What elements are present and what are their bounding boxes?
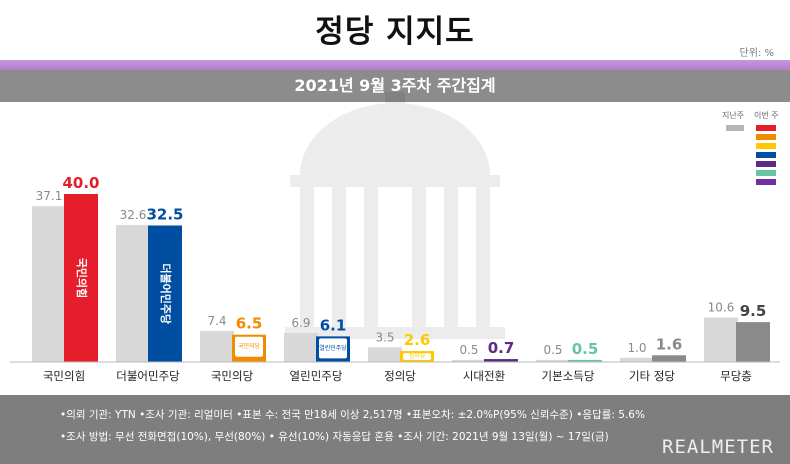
data-label-current: 0.5 (572, 340, 599, 358)
bar-current (64, 194, 98, 362)
data-label-previous: 37.1 (36, 189, 63, 203)
header-accent-band (0, 60, 790, 70)
data-label-previous: 0.5 (459, 343, 478, 357)
data-label-current: 32.5 (146, 206, 183, 224)
legend-swatch (756, 143, 776, 149)
bar-previous (284, 333, 318, 362)
legend-swatch (756, 152, 776, 158)
party-logo-badge (403, 353, 431, 360)
bar-previous (116, 225, 150, 362)
brand-logo: REALMETER (662, 436, 774, 458)
data-label-previous: 7.4 (207, 314, 226, 328)
category-label: 정의당 (384, 369, 416, 383)
bar-current (652, 355, 686, 362)
chart-subtitle: 2021년 9월 3주차 주간집계 (0, 70, 790, 102)
bar-previous (536, 359, 570, 362)
legend-swatch (756, 134, 776, 140)
legend-prev-swatch (726, 125, 744, 131)
legend-swatch (756, 125, 776, 131)
data-label-previous: 3.5 (375, 330, 394, 344)
data-label-current: 40.0 (62, 174, 99, 192)
data-label-current: 6.5 (236, 315, 263, 333)
bar-previous (704, 317, 738, 362)
category-label: 국민의당 (211, 369, 254, 383)
bar-current (484, 359, 518, 362)
legend-swatch (756, 179, 776, 185)
data-label-previous: 1.0 (627, 341, 646, 355)
data-label-current: 6.1 (320, 316, 347, 334)
bar-current (568, 359, 602, 362)
bar-previous (452, 359, 486, 362)
category-label: 기타 정당 (629, 369, 675, 383)
data-label-previous: 0.5 (543, 343, 562, 357)
chart-title: 정당 지지도 (315, 14, 475, 50)
party-logo-badge (235, 336, 263, 357)
footer-notes: •의뢰 기관: YTN •조사 기관: 리얼미터 •표본 수: 전국 만18세 … (0, 395, 790, 464)
bar-previous (620, 357, 654, 362)
bar-previous (368, 347, 402, 362)
party-logo-text: 더불어민주당 (159, 263, 173, 324)
category-label: 무당층 (720, 369, 752, 383)
data-label-current: 0.7 (488, 339, 515, 357)
legend-swatch (756, 161, 776, 167)
party-logo-badge (319, 338, 347, 359)
bar-previous (200, 330, 234, 362)
legend-prev-label: 지난주 (722, 111, 745, 120)
legend-swatch (756, 170, 776, 176)
bar-current (148, 225, 182, 362)
data-label-current: 2.6 (404, 331, 431, 349)
data-label-current: 1.6 (656, 335, 683, 353)
category-label: 더불어민주당 (116, 369, 180, 383)
assembly-watermark-icon (285, 92, 505, 339)
legend-curr-label: 이번 주 (754, 111, 779, 120)
unit-label: 단위: % (739, 48, 774, 59)
party-logo-text: 열린민주당 (319, 344, 347, 352)
data-label-previous: 6.9 (291, 316, 310, 330)
data-label-previous: 10.6 (708, 300, 735, 314)
category-label: 국민의힘 (43, 369, 85, 383)
bar-current (736, 322, 770, 362)
party-logo-text: 국민의당 (238, 342, 261, 350)
category-label: 시대전환 (463, 369, 506, 383)
party-logo-text: 정의당 (409, 352, 426, 360)
data-label-previous: 32.6 (120, 208, 147, 222)
bar-previous (32, 206, 66, 362)
legend: 지난주 이번 주 (720, 110, 784, 188)
category-label: 기본소득당 (542, 369, 595, 383)
category-label: 열린민주당 (290, 369, 343, 383)
party-logo-text: 국민의힘 (75, 258, 89, 298)
footer-line-1: •의뢰 기관: YTN •조사 기관: 리얼미터 •표본 수: 전국 만18세 … (60, 409, 645, 421)
footer-line-2: •조사 방법: 무선 전화면접(10%), 무선(80%) • 유선(10%) … (60, 431, 609, 443)
data-label-current: 9.5 (740, 302, 767, 320)
